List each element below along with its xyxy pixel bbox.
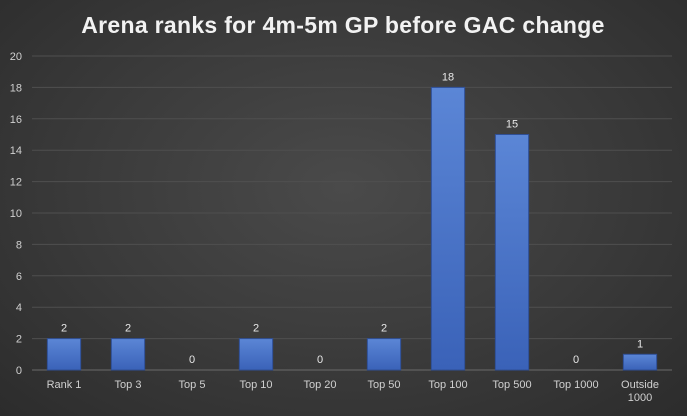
data-label: 15 — [506, 119, 518, 131]
y-tick-label: 12 — [10, 177, 22, 189]
y-tick-label: 18 — [10, 82, 22, 94]
x-tick-label: Top 3 — [115, 379, 142, 391]
x-tick-label: Top 5 — [179, 379, 206, 391]
data-label: 0 — [573, 354, 579, 366]
data-label: 18 — [442, 71, 454, 83]
x-tick-label: 1000 — [628, 392, 652, 404]
y-tick-label: 6 — [16, 271, 22, 283]
bar — [238, 338, 274, 371]
bar — [622, 353, 658, 371]
bar — [494, 134, 530, 371]
y-tick-label: 8 — [16, 239, 22, 251]
data-label: 0 — [317, 354, 323, 366]
x-tick-label: Top 10 — [239, 379, 272, 391]
y-tick-label: 2 — [16, 334, 22, 346]
data-label: 2 — [61, 323, 67, 335]
x-tick-label: Top 100 — [428, 379, 467, 391]
x-tick-label: Top 500 — [492, 379, 531, 391]
x-tick-label: Top 50 — [367, 379, 400, 391]
x-tick-label: Rank 1 — [47, 379, 82, 391]
x-tick-label: Top 1000 — [553, 379, 598, 391]
x-tick-label: Outside — [621, 379, 659, 391]
data-labels: 2 2 0 2 0 2 18 15 0 1 — [61, 71, 643, 366]
y-tick-label: 0 — [16, 365, 22, 377]
bar — [430, 86, 466, 371]
data-label: 1 — [637, 338, 643, 350]
data-label: 2 — [381, 323, 387, 335]
bars — [46, 86, 658, 371]
y-tick-label: 20 — [10, 51, 22, 63]
chart-title: Arena ranks for 4m-5m GP before GAC chan… — [81, 12, 604, 38]
y-tick-label: 10 — [10, 208, 22, 220]
y-tick-label: 14 — [10, 145, 22, 157]
data-label: 0 — [189, 354, 195, 366]
y-tick-label: 16 — [10, 114, 22, 126]
gridlines — [32, 55, 672, 340]
bar — [366, 338, 402, 371]
x-tick-label: Top 20 — [303, 379, 336, 391]
y-tick-label: 4 — [16, 302, 22, 314]
data-label: 2 — [125, 323, 131, 335]
bar — [46, 338, 82, 371]
data-label: 2 — [253, 323, 259, 335]
bar — [110, 338, 146, 371]
